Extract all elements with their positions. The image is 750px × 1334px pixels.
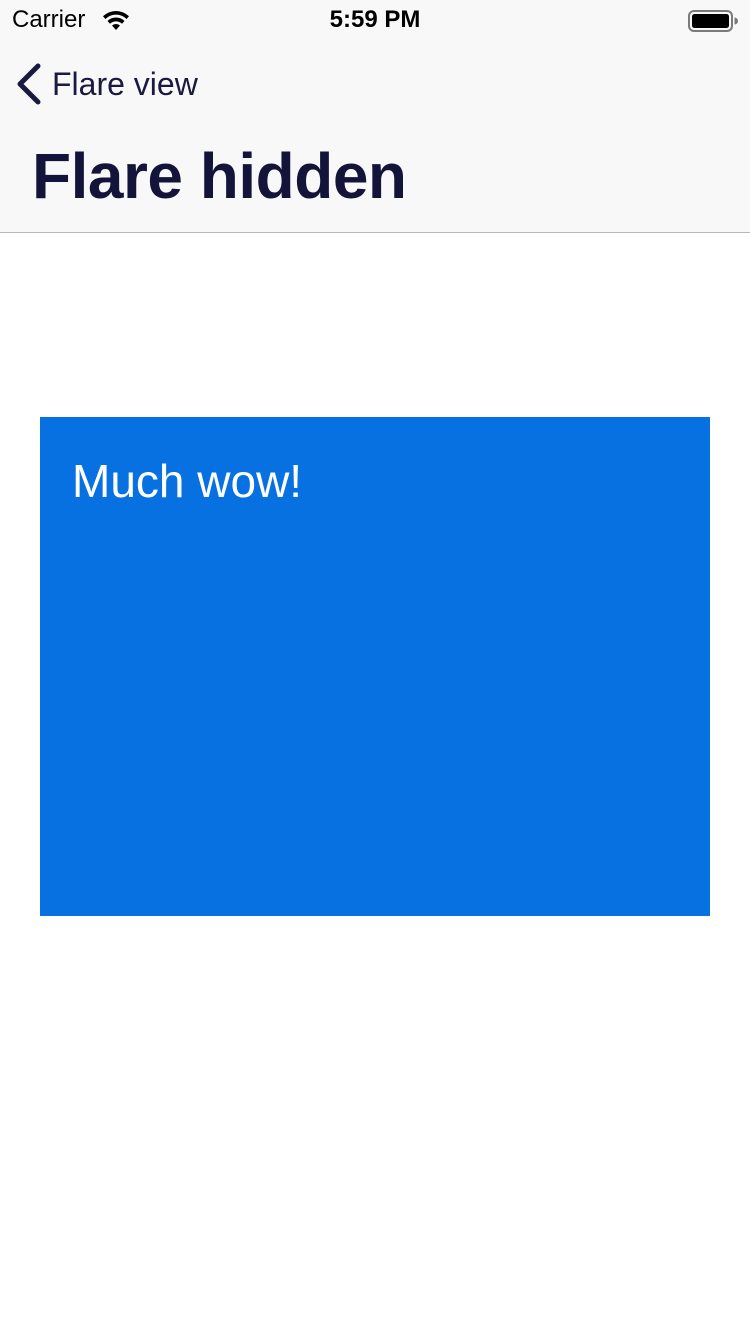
back-button-label: Flare view bbox=[52, 66, 198, 102]
carrier-label: Carrier bbox=[12, 6, 86, 33]
status-bar: Carrier 5:59 PM bbox=[0, 0, 750, 40]
flare-card: Much wow! bbox=[40, 417, 710, 916]
status-time: 5:59 PM bbox=[329, 6, 421, 33]
card-text: Much wow! bbox=[72, 455, 303, 507]
chevron-left-icon bbox=[17, 63, 41, 105]
wifi-icon bbox=[103, 10, 129, 30]
battery-icon bbox=[688, 10, 738, 32]
navigation-bar: Flare view Flare hidden bbox=[0, 40, 750, 233]
back-button[interactable]: Flare view bbox=[14, 60, 198, 108]
page-title: Flare hidden bbox=[32, 140, 407, 212]
